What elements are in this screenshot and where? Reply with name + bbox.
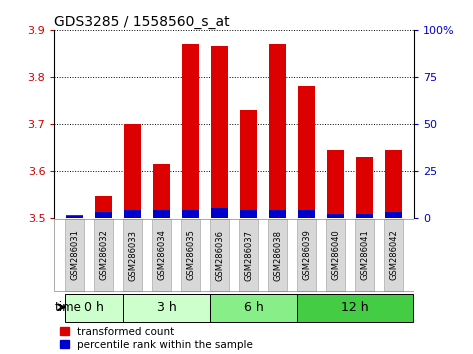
Bar xyxy=(211,208,228,218)
Bar xyxy=(240,210,257,218)
Text: 12 h: 12 h xyxy=(341,301,369,314)
Text: GSM286037: GSM286037 xyxy=(244,229,253,280)
Text: GDS3285 / 1558560_s_at: GDS3285 / 1558560_s_at xyxy=(54,15,230,29)
Bar xyxy=(356,214,373,218)
FancyBboxPatch shape xyxy=(239,219,258,291)
Text: GSM286032: GSM286032 xyxy=(99,230,108,280)
Bar xyxy=(66,215,83,218)
Text: GSM286038: GSM286038 xyxy=(273,229,282,280)
FancyBboxPatch shape xyxy=(355,219,374,291)
FancyBboxPatch shape xyxy=(65,219,84,291)
Text: 3 h: 3 h xyxy=(157,301,176,314)
Legend: transformed count, percentile rank within the sample: transformed count, percentile rank withi… xyxy=(60,327,253,350)
Bar xyxy=(66,216,83,218)
FancyBboxPatch shape xyxy=(94,219,113,291)
Bar xyxy=(182,44,199,218)
Bar xyxy=(385,212,402,218)
Bar xyxy=(153,210,170,218)
Bar xyxy=(95,212,113,218)
Text: GSM286031: GSM286031 xyxy=(70,230,79,280)
Text: GSM286035: GSM286035 xyxy=(186,230,195,280)
Bar xyxy=(153,164,170,218)
Text: GSM286040: GSM286040 xyxy=(331,230,340,280)
Bar xyxy=(124,210,141,218)
Bar xyxy=(327,150,344,218)
FancyBboxPatch shape xyxy=(65,294,123,322)
Bar xyxy=(269,44,286,218)
Bar xyxy=(327,214,344,218)
Text: GSM286033: GSM286033 xyxy=(128,229,137,280)
Bar xyxy=(385,150,402,218)
Bar xyxy=(240,110,257,218)
Bar xyxy=(269,210,286,218)
Text: time: time xyxy=(55,301,82,314)
Bar xyxy=(124,124,141,218)
FancyBboxPatch shape xyxy=(384,219,403,291)
Bar xyxy=(182,210,199,218)
Text: GSM286039: GSM286039 xyxy=(302,230,311,280)
FancyBboxPatch shape xyxy=(181,219,200,291)
FancyBboxPatch shape xyxy=(210,294,297,322)
Text: 0 h: 0 h xyxy=(84,301,104,314)
Bar xyxy=(356,156,373,218)
FancyBboxPatch shape xyxy=(268,219,287,291)
Bar xyxy=(95,196,113,218)
FancyBboxPatch shape xyxy=(297,219,316,291)
FancyBboxPatch shape xyxy=(123,219,142,291)
Text: GSM286042: GSM286042 xyxy=(389,230,398,280)
FancyBboxPatch shape xyxy=(123,294,210,322)
FancyBboxPatch shape xyxy=(152,219,171,291)
Text: GSM286036: GSM286036 xyxy=(215,229,224,280)
FancyBboxPatch shape xyxy=(326,219,345,291)
Text: 6 h: 6 h xyxy=(244,301,263,314)
Bar xyxy=(298,210,315,218)
Text: GSM286034: GSM286034 xyxy=(157,230,166,280)
Bar xyxy=(298,86,315,218)
Text: GSM286041: GSM286041 xyxy=(360,230,369,280)
Bar xyxy=(211,46,228,218)
FancyBboxPatch shape xyxy=(297,294,413,322)
FancyBboxPatch shape xyxy=(210,219,229,291)
